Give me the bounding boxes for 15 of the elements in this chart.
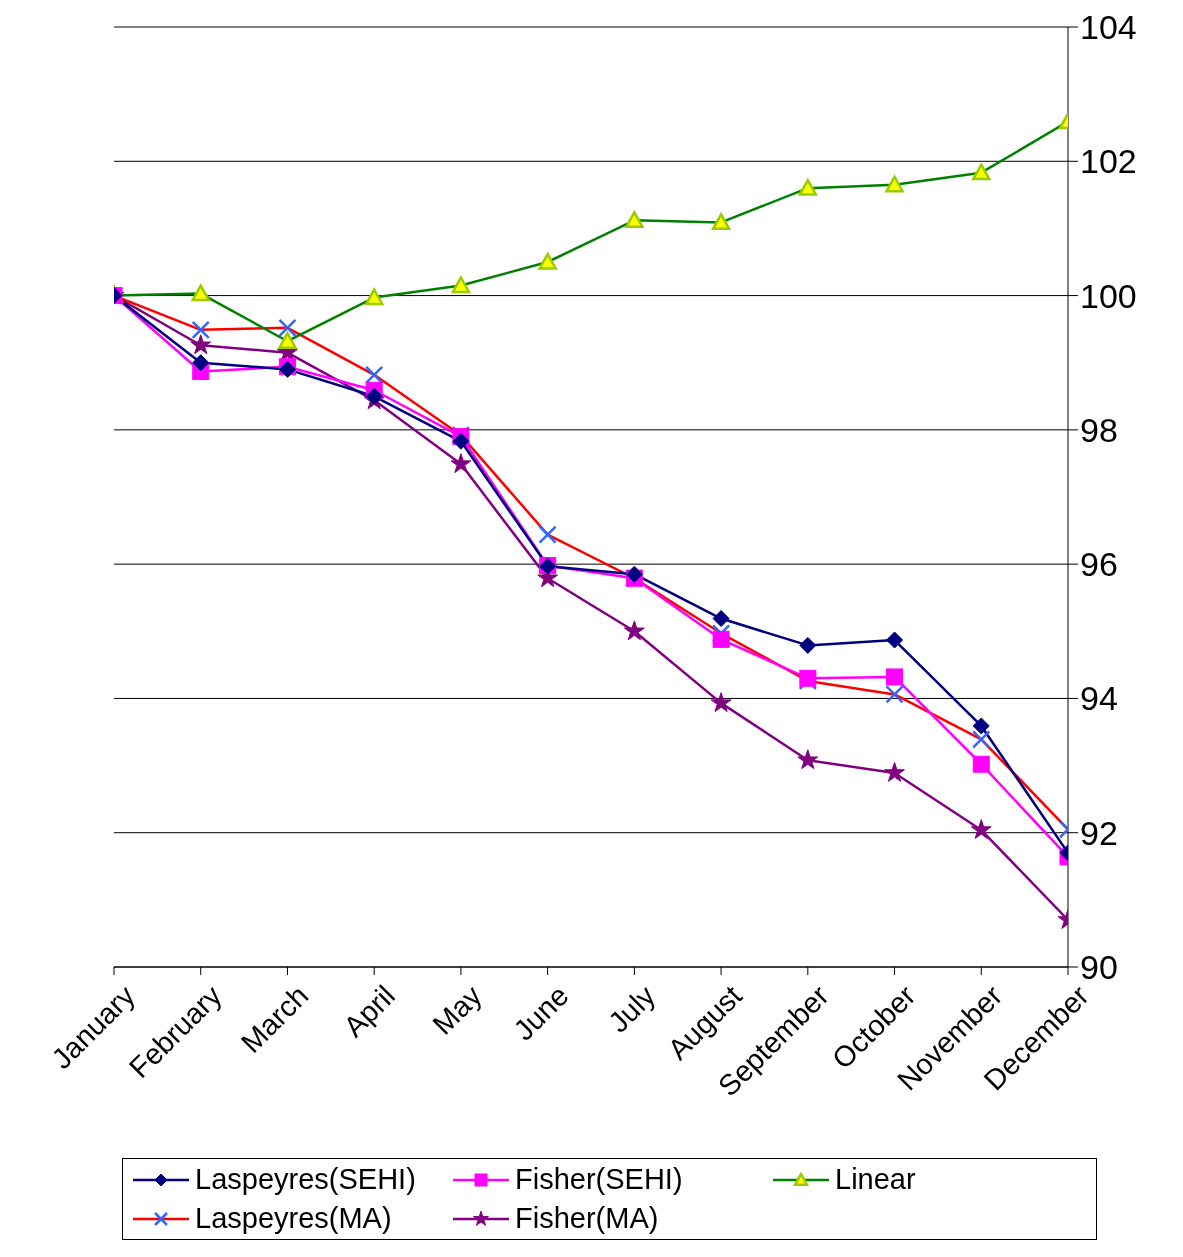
y-tick-label: 90 bbox=[1080, 948, 1118, 987]
legend-label: Laspeyres(MA) bbox=[195, 1202, 392, 1235]
x-tick-label: July bbox=[602, 978, 662, 1039]
legend-label: Fisher(MA) bbox=[515, 1202, 659, 1235]
legend-label: Laspeyres(SEHI) bbox=[195, 1163, 416, 1196]
y-tick-label: 92 bbox=[1080, 813, 1118, 852]
y-tick-label: 100 bbox=[1080, 276, 1137, 315]
y-tick-label: 96 bbox=[1080, 545, 1118, 584]
legend-label: Linear bbox=[835, 1163, 916, 1196]
y-tick-label: 98 bbox=[1080, 410, 1118, 449]
legend-label: Fisher(SEHI) bbox=[515, 1163, 683, 1196]
x-tick-label: May bbox=[426, 978, 489, 1041]
y-tick-label: 94 bbox=[1080, 679, 1118, 718]
y-tick-label: 102 bbox=[1080, 142, 1137, 181]
y-tick-label: 104 bbox=[1080, 8, 1137, 47]
